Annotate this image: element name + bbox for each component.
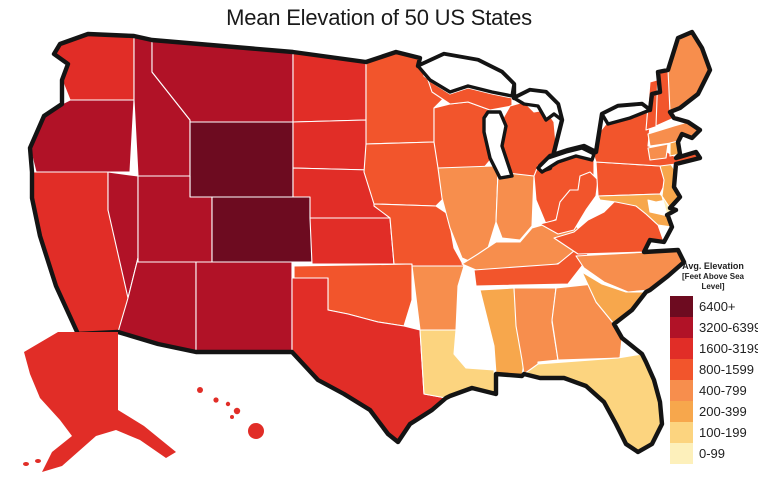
legend-subtitle: [Feet Above Sea Level]	[682, 271, 744, 291]
lake-ontario	[600, 102, 652, 126]
lake-huron	[512, 88, 564, 122]
lake-superior	[416, 52, 516, 98]
legend-label: 100-199	[699, 424, 747, 440]
legend-swatch-400-799	[670, 379, 693, 401]
state-south-dakota	[292, 119, 371, 171]
lake-michigan	[482, 110, 514, 180]
legend-label: 400-799	[699, 382, 747, 398]
conus-states	[29, 31, 711, 453]
state-indiana	[495, 171, 535, 241]
state-hawaii	[197, 387, 264, 439]
legend-label: 800-1599	[699, 361, 754, 377]
legend-row: 6400+	[670, 295, 756, 317]
state-west-virginia	[539, 171, 599, 235]
legend-row: 0-99	[670, 442, 756, 464]
legend-label: 1600-3199	[699, 340, 758, 356]
legend-swatch-800-1599	[670, 358, 693, 380]
legend-label: 200-399	[699, 403, 747, 419]
legend-label: 3200-6399	[699, 319, 758, 335]
legend-swatch-6400plus	[670, 295, 693, 317]
legend-swatch-0-99	[670, 442, 693, 464]
legend-swatch-1600-3199	[670, 337, 693, 359]
legend-row: 100-199	[670, 421, 756, 443]
legend-label: 6400+	[699, 298, 736, 314]
legend-row: 3200-6399	[670, 316, 758, 338]
legend-row: 1600-3199	[670, 337, 758, 359]
legend: Avg. Elevation [Feet Above Sea Level] 64…	[670, 261, 758, 464]
legend-row: 400-799	[670, 379, 756, 401]
state-florida	[523, 353, 663, 453]
state-kansas	[309, 217, 395, 265]
legend-row: 200-399	[670, 400, 756, 422]
legend-row: 800-1599	[670, 358, 756, 380]
map-title: Mean Elevation of 50 US States	[226, 5, 532, 30]
legend-swatch-100-199	[670, 421, 693, 443]
state-colorado	[211, 196, 313, 263]
state-new-mexico	[195, 261, 293, 353]
state-alaska	[23, 332, 176, 472]
lake-erie	[536, 146, 596, 174]
legend-title: Avg. Elevation	[682, 261, 744, 271]
state-oregon	[29, 99, 135, 173]
state-louisiana	[419, 329, 497, 399]
legend-swatch-3200-6399	[670, 316, 693, 338]
state-iowa	[363, 141, 447, 207]
legend-swatch-200-399	[670, 400, 693, 422]
state-pennsylvania	[595, 161, 671, 197]
great-lakes	[416, 52, 652, 180]
state-arkansas	[411, 265, 465, 331]
state-wyoming	[189, 121, 294, 198]
state-michigan	[427, 79, 557, 177]
state-connecticut	[647, 143, 669, 161]
conus-outline	[27, 29, 713, 455]
legend-label: 0-99	[699, 445, 726, 461]
